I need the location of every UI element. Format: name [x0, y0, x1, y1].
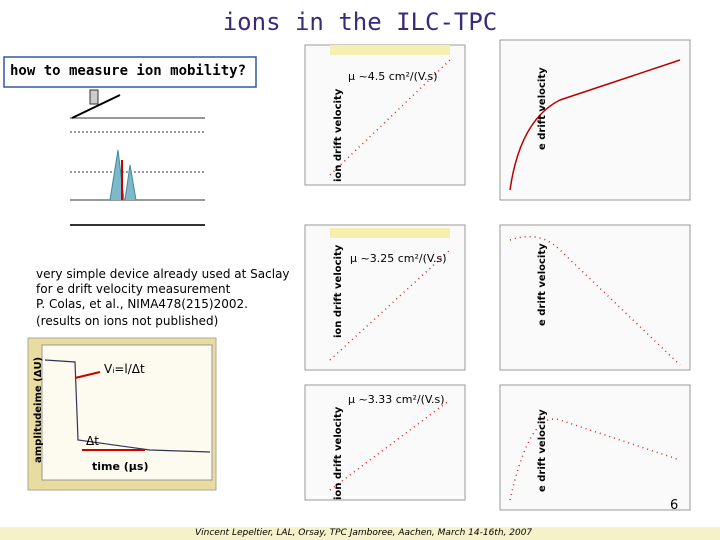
description-line: very simple device already used at Sacla…	[36, 267, 290, 281]
annotation: μ ~3.25 cm²/(V.s)	[350, 252, 447, 265]
y-label: e drift velocity	[537, 409, 548, 492]
plot-caption-bg	[330, 45, 450, 55]
description-line: (results on ions not published)	[36, 314, 219, 328]
y-label: e drift velocity	[537, 67, 548, 150]
footer-bar	[0, 527, 720, 540]
page-number: 6	[670, 498, 679, 513]
y-label: ion drift velocity	[333, 88, 344, 182]
arrow	[74, 371, 101, 379]
annotation: μ ~4.5 cm²/(V.s)	[348, 70, 438, 83]
y-label: amplitudeime (ΔU)	[33, 356, 44, 463]
plot-traces	[329, 59, 681, 501]
subtitle: how to measure ion mobility?	[10, 63, 247, 79]
footer-credit: Vincent Lepeltier, LAL, Orsay, TPC Jambo…	[195, 528, 533, 538]
description-line: for e drift velocity measurement	[36, 282, 231, 296]
device-diagram	[70, 89, 205, 226]
plot-caption-bg	[330, 228, 450, 238]
signal-area	[41, 344, 213, 481]
formula: Vᵢ=l/Δt	[104, 362, 145, 376]
subtitle-box	[3, 56, 257, 88]
title: ions in the ILC-TPC	[222, 8, 498, 36]
signal-trace	[44, 359, 211, 453]
interval-label: Δt	[86, 434, 99, 448]
x-label: time (μs)	[92, 460, 149, 473]
annotation: μ ~3.33 cm²/(V.s)	[348, 393, 445, 406]
plot-frames	[304, 39, 691, 511]
y-label: ion drift velocity	[333, 244, 344, 338]
y-label: e drift velocity	[537, 243, 548, 326]
y-label: ion drift velocity	[333, 406, 344, 500]
description-line: P. Colas, et al., NIMA478(215)2002.	[36, 297, 248, 311]
